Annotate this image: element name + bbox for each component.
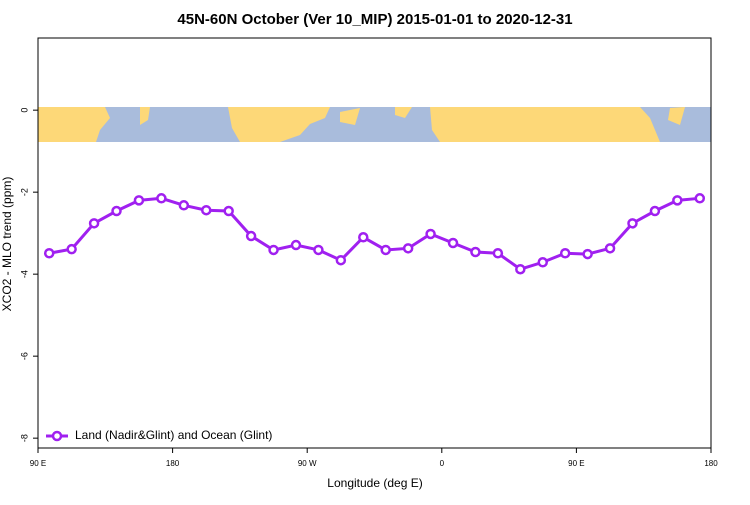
legend-marker xyxy=(51,430,63,442)
y-tick-label: -4 xyxy=(19,270,29,278)
data-point xyxy=(66,243,77,255)
data-point xyxy=(672,195,683,206)
x-tick-label: 0 xyxy=(440,459,445,468)
data-point xyxy=(627,218,638,229)
data-point xyxy=(201,204,212,216)
data-point xyxy=(88,218,100,229)
data-point xyxy=(245,230,257,242)
data-point xyxy=(223,205,234,217)
map-strip xyxy=(38,107,711,142)
chart-title: 45N-60N October (Ver 10_MIP) 2015-01-01 … xyxy=(177,11,572,28)
data-point xyxy=(537,257,548,268)
data-point xyxy=(559,248,571,259)
data-point xyxy=(515,263,526,275)
x-axis-label: Longitude (deg E) xyxy=(327,476,422,490)
y-axis-label: XCO2 - MLO trend (ppm) xyxy=(0,177,14,312)
data-point xyxy=(290,239,302,251)
data-point xyxy=(268,244,279,256)
plot-frame xyxy=(37,37,712,449)
x-tick-label: 90 E xyxy=(568,459,584,468)
data-point xyxy=(133,195,145,206)
data-point xyxy=(649,205,661,217)
x-tick-label: 180 xyxy=(166,459,180,468)
x-tick-label: 180 xyxy=(704,459,718,468)
y-tick-label: -2 xyxy=(19,188,29,196)
data-point xyxy=(402,243,414,254)
data-point xyxy=(178,200,190,211)
data-point xyxy=(694,193,706,204)
data-point xyxy=(335,254,347,266)
data-point xyxy=(111,205,122,217)
data-point xyxy=(425,228,436,240)
data-point xyxy=(470,246,481,258)
data-point xyxy=(156,193,167,204)
y-tick-label: 0 xyxy=(19,108,29,113)
legend-label: Land (Nadir&Glint) and Ocean (Glint) xyxy=(75,428,272,442)
data-point xyxy=(43,248,55,259)
data-point xyxy=(492,248,504,259)
data-point xyxy=(358,232,369,243)
data-point xyxy=(604,243,616,254)
y-tick-label: -6 xyxy=(19,352,29,360)
data-point xyxy=(313,244,324,256)
data-point xyxy=(582,248,593,260)
series-line xyxy=(48,196,700,271)
y-tick-label: -8 xyxy=(19,434,29,442)
x-tick-label: 90 W xyxy=(298,459,317,468)
data-point xyxy=(380,244,391,256)
x-tick-label: 90 E xyxy=(30,459,46,468)
data-point xyxy=(447,237,459,249)
